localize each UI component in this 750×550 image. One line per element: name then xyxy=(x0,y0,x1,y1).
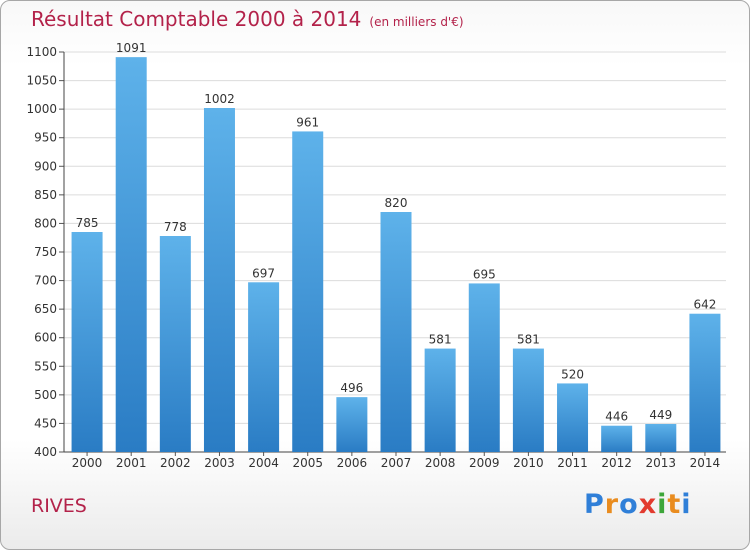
data-label: 446 xyxy=(605,410,628,424)
bar xyxy=(336,397,368,452)
bar xyxy=(159,236,191,452)
x-tick-label: 2001 xyxy=(116,456,147,470)
bar xyxy=(468,283,500,452)
y-tick-label: 500 xyxy=(34,388,57,402)
logo-letter: x xyxy=(638,489,658,520)
bar xyxy=(292,131,324,452)
chart-title: Résultat Comptable 2000 à 2014 (en millie… xyxy=(31,7,464,31)
y-tick-label: 600 xyxy=(34,331,57,345)
bar xyxy=(645,424,677,452)
y-tick-label: 700 xyxy=(34,274,57,288)
x-tick-label: 2008 xyxy=(425,456,456,470)
x-tick-label: 2007 xyxy=(381,456,412,470)
logo-letter: o xyxy=(619,489,639,520)
y-tick-label: 800 xyxy=(34,216,57,230)
y-tick-label: 1000 xyxy=(26,102,57,116)
bar xyxy=(115,57,147,453)
x-tick-label: 2014 xyxy=(690,456,721,470)
bar xyxy=(689,313,721,452)
bar-chart: 400 450 500 550 600 650 700 750 800 850 900 950 1000… xyxy=(26,41,726,470)
x-tick-label: 2000 xyxy=(72,456,103,470)
logo-letter: t xyxy=(667,489,682,520)
data-label: 961 xyxy=(296,115,319,129)
data-label: 785 xyxy=(76,216,99,230)
proxiti-logo: Proxiti xyxy=(584,489,692,520)
bar xyxy=(203,108,235,452)
x-tick-label: 2011 xyxy=(557,456,588,470)
x-tick-label: 2006 xyxy=(337,456,368,470)
bar xyxy=(248,282,280,452)
bar xyxy=(512,348,544,452)
place-name: RIVES xyxy=(31,495,87,517)
logo-letter: P xyxy=(584,489,605,520)
bar xyxy=(424,348,456,452)
x-tick-label: 2012 xyxy=(601,456,632,470)
x-tick-label: 2005 xyxy=(292,456,323,470)
x-tick-label: 2010 xyxy=(513,456,544,470)
y-tick-label: 400 xyxy=(34,445,57,459)
title-main: Résultat Comptable 2000 à 2014 xyxy=(31,7,362,31)
y-tick-label: 550 xyxy=(34,359,57,373)
x-tick-label: 2009 xyxy=(469,456,500,470)
x-tick-label: 2002 xyxy=(160,456,191,470)
x-tick-label: 2004 xyxy=(248,456,279,470)
data-label: 449 xyxy=(649,408,672,422)
data-label: 1002 xyxy=(204,92,235,106)
bar xyxy=(557,383,589,452)
data-label: 1091 xyxy=(116,41,147,55)
data-label: 581 xyxy=(429,333,452,347)
data-label: 496 xyxy=(340,381,363,395)
y-tick-label: 950 xyxy=(34,131,57,145)
data-label: 695 xyxy=(473,267,496,281)
logo-letter: i xyxy=(681,489,692,520)
data-label: 697 xyxy=(252,266,275,280)
data-label: 520 xyxy=(561,367,584,381)
bar xyxy=(601,425,633,452)
y-tick-label: 650 xyxy=(34,302,57,316)
logo-letter: r xyxy=(604,489,620,520)
data-label: 581 xyxy=(517,333,540,347)
data-label: 778 xyxy=(164,220,187,234)
y-tick-label: 1100 xyxy=(26,45,57,59)
x-tick-label: 2003 xyxy=(204,456,235,470)
y-tick-label: 1050 xyxy=(26,74,57,88)
bar xyxy=(380,212,412,452)
data-label: 642 xyxy=(693,298,716,312)
logo-letter: i xyxy=(657,489,668,520)
x-tick-label: 2013 xyxy=(646,456,677,470)
y-tick-label: 900 xyxy=(34,159,57,173)
bar xyxy=(71,232,103,452)
y-tick-label: 450 xyxy=(34,416,57,430)
y-tick-label: 850 xyxy=(34,188,57,202)
y-tick-label: 750 xyxy=(34,245,57,259)
title-unit: (en milliers d'€) xyxy=(369,15,464,29)
data-label: 820 xyxy=(385,196,408,210)
